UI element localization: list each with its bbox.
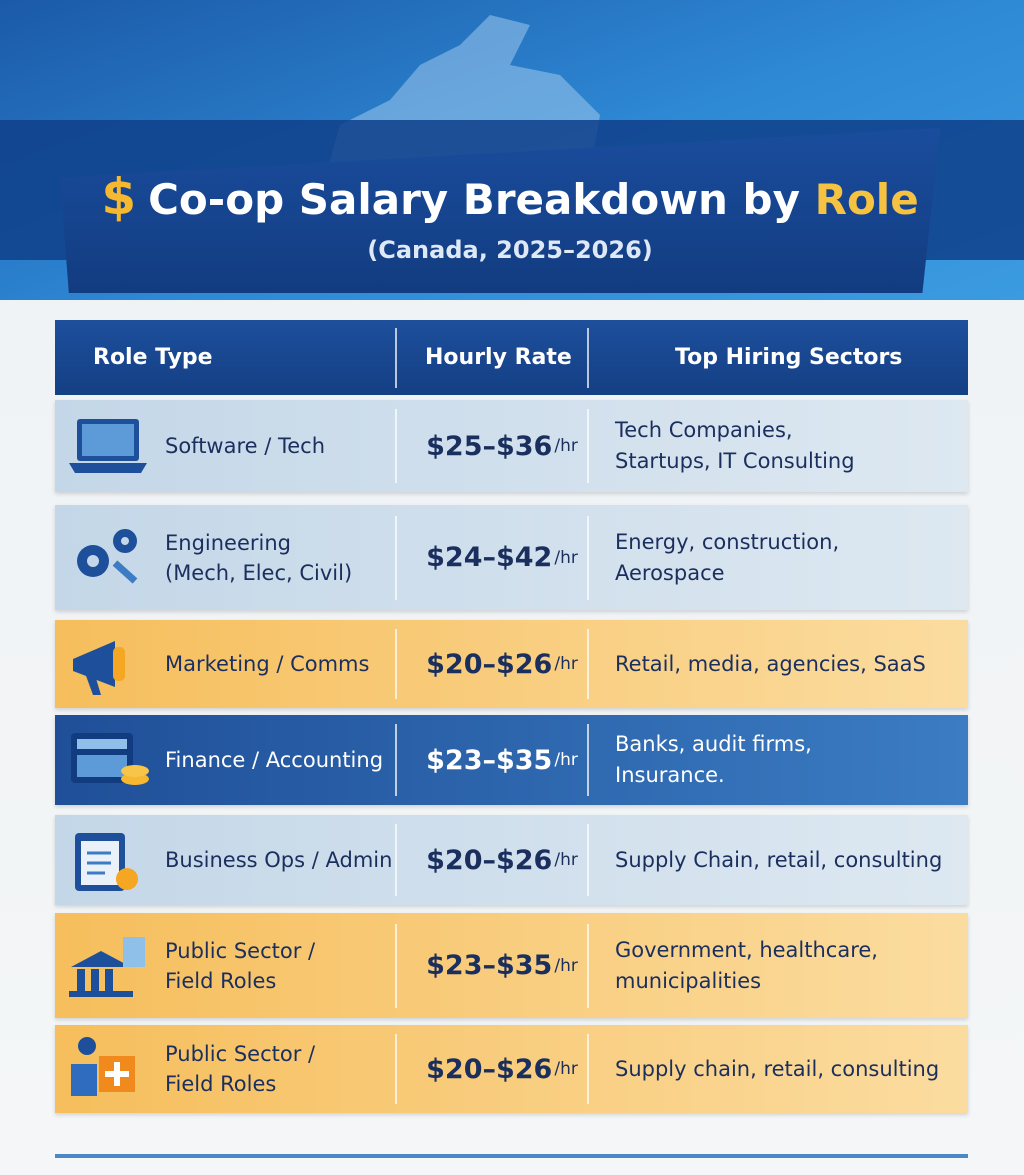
- table-row: Engineering (Mech, Elec, Civil) $24–$42/hr…: [55, 505, 968, 610]
- divider: [587, 327, 589, 388]
- subtitle: (Canada, 2025–2026): [367, 236, 653, 264]
- sectors-cell: Government, healthcare, municipalities: [615, 913, 965, 1018]
- divider: [587, 409, 589, 483]
- rate-range: $24–$42: [426, 542, 553, 573]
- divider: [395, 923, 397, 1008]
- role-cell: Engineering (Mech, Elec, Civil): [165, 505, 395, 610]
- role-cell: Business Ops / Admin: [165, 815, 395, 905]
- sectors-cell: Supply Chain, retail, consulting: [615, 815, 965, 905]
- sector-line: Energy, construction,: [615, 529, 840, 554]
- divider: [587, 628, 589, 700]
- role-line: Business Ops / Admin: [165, 848, 393, 872]
- role-line: Public Sector /: [165, 938, 316, 963]
- divider: [395, 409, 397, 483]
- rate-unit: /hr: [554, 654, 578, 674]
- role-line: (Mech, Elec, Civil): [165, 560, 353, 585]
- role-icon: [71, 1037, 135, 1096]
- divider: [587, 1033, 589, 1105]
- role-line: Field Roles: [165, 968, 277, 993]
- rate-unit: /hr: [554, 850, 578, 870]
- rate-unit: /hr: [554, 1059, 578, 1079]
- title-highlight: Role: [814, 175, 919, 224]
- rate-unit: /hr: [554, 750, 578, 770]
- sectors-cell: Supply chain, retail, consulting: [615, 1025, 965, 1113]
- rate-cell: $25–$36/hr: [412, 400, 592, 492]
- divider: [395, 724, 397, 796]
- table-row: Finance / Accounting $23–$35/hr Banks, aud…: [55, 715, 968, 805]
- sectors-cell: Banks, audit firms, Insurance.: [615, 715, 965, 805]
- title: $ Co-op Salary Breakdown by Role: [90, 168, 930, 226]
- table-row: Marketing / Comms $20–$26/hr Retail, media…: [55, 620, 968, 708]
- rate-unit: /hr: [554, 955, 578, 976]
- column-header: Hourly Rate: [425, 345, 572, 370]
- table-row: Business Ops / Admin $20–$26/hr Supply Cha…: [55, 815, 968, 905]
- column-header: Top Hiring Sectors: [675, 345, 903, 370]
- sector-line: Supply chain, retail, consulting: [615, 1056, 940, 1081]
- divider: [395, 1033, 397, 1105]
- rate-cell: $23–$35/hr: [412, 715, 592, 805]
- sectors-cell: Tech Companies, Startups, IT Consulting: [615, 400, 965, 492]
- sector-line: Retail, media, agencies, SaaS: [615, 651, 926, 676]
- rate-range: $23–$35: [426, 950, 553, 981]
- divider: [587, 923, 589, 1008]
- divider: [587, 824, 589, 896]
- role-icon: [69, 419, 147, 473]
- role-cell: Public Sector / Field Roles: [165, 913, 395, 1018]
- role-icon: [75, 833, 138, 891]
- rate-cell: $20–$26/hr: [412, 815, 592, 905]
- table-row: Software / Tech $25–$36/hr Tech Companies,…: [55, 400, 968, 492]
- rate-unit: /hr: [554, 547, 578, 568]
- rate-range: $20–$26: [426, 1053, 553, 1085]
- rate-range: $20–$26: [426, 844, 553, 876]
- rate-cell: $24–$42/hr: [412, 505, 592, 610]
- sector-line: Aerospace: [615, 560, 725, 585]
- rate-unit: /hr: [554, 436, 578, 456]
- sectors-cell: Energy, construction, Aerospace: [615, 505, 965, 610]
- sector-line: Government, healthcare,: [615, 937, 878, 962]
- column-header: Role Type: [93, 345, 213, 370]
- role-line: Field Roles: [165, 1072, 277, 1096]
- table-row: Public Sector / Field Roles $23–$35/hr Gove…: [55, 913, 968, 1018]
- role-line: Marketing / Comms: [165, 652, 370, 676]
- role-icon: [73, 641, 125, 695]
- role-cell: Public Sector / Field Roles: [165, 1025, 395, 1113]
- divider: [395, 327, 397, 388]
- role-line: Finance / Accounting: [165, 748, 384, 772]
- divider: [395, 824, 397, 896]
- rate-range: $20–$26: [426, 648, 553, 680]
- rate-range: $23–$35: [426, 744, 553, 776]
- sectors-cell: Retail, media, agencies, SaaS: [615, 620, 965, 708]
- role-cell: Marketing / Comms: [165, 620, 395, 708]
- title-icon: $: [101, 168, 137, 226]
- footer-line: [55, 1154, 968, 1158]
- table-row: Public Sector / Field Roles $20–$26/hr Supp…: [55, 1025, 968, 1113]
- sector-line: Insurance.: [615, 763, 725, 787]
- sector-line: Startups, IT Consulting: [615, 449, 855, 473]
- role-line: Software / Tech: [165, 434, 326, 458]
- role-cell: Software / Tech: [165, 400, 395, 492]
- rate-cell: $20–$26/hr: [412, 1025, 592, 1113]
- role-line: Engineering: [165, 530, 291, 555]
- role-icon: [71, 733, 149, 785]
- rate-range: $25–$36: [426, 430, 553, 462]
- role-icon: [77, 528, 138, 584]
- title-text: Co-op Salary Breakdown by: [148, 175, 800, 224]
- rate-cell: $20–$26/hr: [412, 620, 592, 708]
- table-header: Role Type Hourly Rate Top Hiring Sectors: [55, 320, 968, 395]
- role-cell: Finance / Accounting: [165, 715, 395, 805]
- sector-line: Banks, audit firms,: [615, 732, 812, 756]
- role-icon: [69, 936, 145, 997]
- divider: [587, 515, 589, 600]
- sector-line: Supply Chain, retail, consulting: [615, 847, 943, 872]
- divider: [587, 724, 589, 796]
- sector-line: Tech Companies,: [615, 418, 793, 442]
- divider: [395, 515, 397, 600]
- role-line: Public Sector /: [165, 1042, 316, 1066]
- rate-cell: $23–$35/hr: [412, 913, 592, 1018]
- divider: [395, 628, 397, 700]
- sector-line: municipalities: [615, 968, 762, 993]
